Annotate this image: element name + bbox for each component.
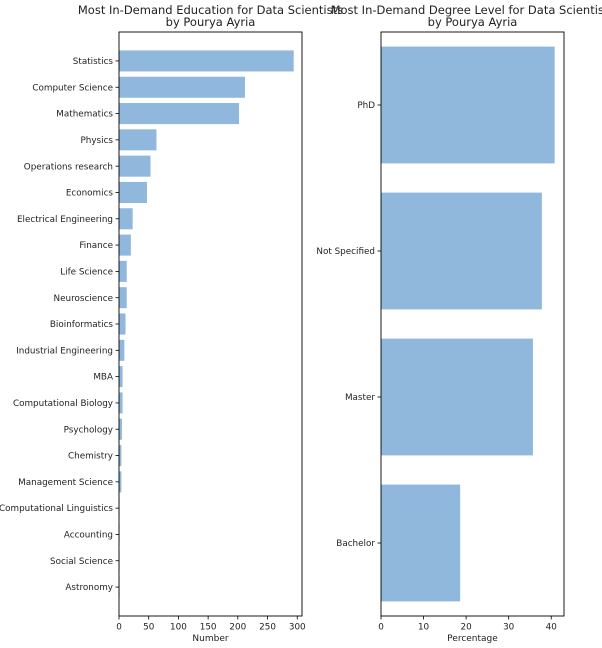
bar-industrial-engineering [119, 339, 125, 361]
x-tick-label-20: 20 [461, 623, 473, 633]
bar-psychology [119, 418, 122, 440]
education-chart-panel: Most In-Demand Education for Data Scient… [0, 3, 343, 644]
chart-title: Most In-Demand Degree Level for Data Sci… [331, 3, 602, 17]
bar-chemistry [119, 445, 122, 467]
bar-bachelor [381, 484, 461, 602]
x-tick-label-250: 250 [259, 623, 276, 633]
chart-subtitle: by Pourya Ayria [166, 15, 256, 29]
bar-life-science [119, 260, 127, 282]
bar-computational-biology [119, 392, 123, 414]
y-tick-label-astronomy: Astronomy [65, 583, 113, 593]
x-tick-label-0: 0 [378, 623, 384, 633]
chart-subtitle: by Pourya Ayria [428, 15, 518, 29]
y-tick-label-physics: Physics [80, 136, 113, 146]
y-tick-label-phd: PhD [357, 101, 375, 111]
bar-computer-science [119, 76, 245, 98]
bar-physics [119, 129, 157, 151]
y-tick-label-neuroscience: Neuroscience [54, 294, 113, 304]
bar-finance [119, 234, 131, 256]
y-tick-label-not-specified: Not Specified [316, 247, 375, 257]
bar-phd [381, 46, 555, 164]
x-axis-label: Percentage [447, 634, 498, 644]
y-tick-label-chemistry: Chemistry [68, 452, 113, 462]
bar-mathematics [119, 103, 240, 125]
y-tick-label-statistics: Statistics [73, 57, 114, 67]
y-tick-label-accounting: Accounting [64, 531, 113, 541]
bar-not-specified [381, 192, 542, 310]
y-tick-label-economics: Economics [66, 189, 114, 199]
y-tick-label-industrial-engineering: Industrial Engineering [16, 346, 113, 356]
y-tick-label-finance: Finance [79, 241, 113, 251]
plot-frame [380, 31, 565, 617]
bar-economics [119, 181, 147, 203]
x-tick-label-0: 0 [116, 623, 122, 633]
y-tick-label-mathematics: Mathematics [56, 110, 113, 120]
bar-statistics [119, 50, 294, 72]
y-tick-label-bachelor: Bachelor [336, 539, 375, 549]
bar-electrical-engineering [119, 208, 133, 230]
bar-operations-research [119, 155, 151, 177]
y-tick-label-psychology: Psychology [64, 425, 113, 435]
x-tick-label-10: 10 [418, 623, 430, 633]
bar-management-science [119, 471, 122, 493]
x-tick-label-100: 100 [170, 623, 187, 633]
y-tick-label-management-science: Management Science [18, 478, 113, 488]
bar-bioinformatics [119, 313, 126, 335]
x-tick-label-150: 150 [200, 623, 217, 633]
bar-neuroscience [119, 287, 127, 309]
x-tick-label-50: 50 [143, 623, 155, 633]
y-tick-label-operations-research: Operations research [24, 162, 113, 172]
bar-master [381, 338, 533, 456]
y-tick-label-electrical-engineering: Electrical Engineering [17, 215, 113, 225]
degree-chart-panel: Most In-Demand Degree Level for Data Sci… [316, 3, 602, 644]
y-tick-label-social-science: Social Science [50, 557, 113, 567]
x-tick-label-30: 30 [503, 623, 515, 633]
y-tick-label-computer-science: Computer Science [32, 83, 113, 93]
x-tick-label-40: 40 [546, 623, 558, 633]
y-tick-label-mba: MBA [93, 373, 113, 383]
y-tick-label-bioinformatics: Bioinformatics [50, 320, 114, 330]
bar-mba [119, 366, 123, 388]
chart-title: Most In-Demand Education for Data Scient… [78, 3, 343, 17]
y-tick-label-computational-linguistics: Computational Linguistics [0, 504, 113, 514]
y-tick-label-master: Master [345, 393, 375, 403]
x-tick-label-200: 200 [229, 623, 246, 633]
x-tick-label-300: 300 [289, 623, 306, 633]
x-axis-label: Number [192, 634, 228, 644]
y-tick-label-computational-biology: Computational Biology [13, 399, 113, 409]
y-tick-label-life-science: Life Science [60, 267, 113, 277]
